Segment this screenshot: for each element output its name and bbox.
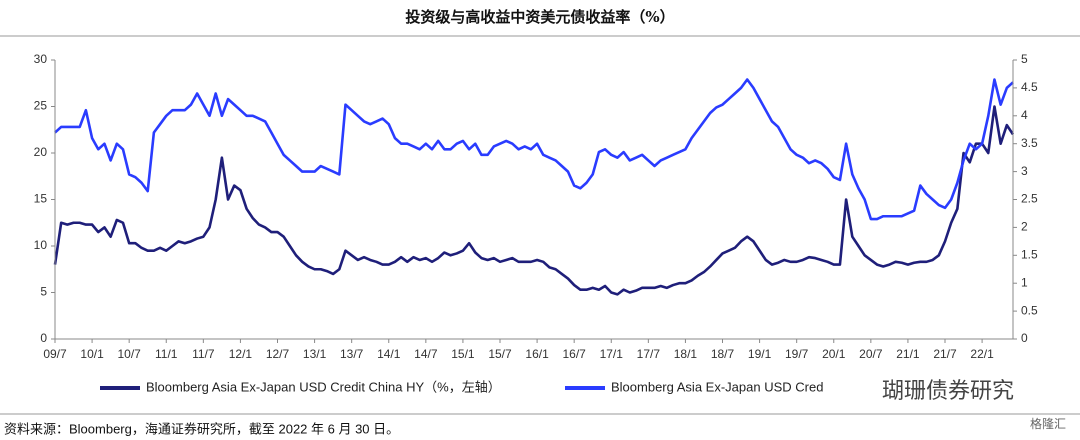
y2-tick-label: 1.5 — [1021, 247, 1038, 261]
y-tick-label: 20 — [34, 145, 48, 159]
y2-tick-label: 5 — [1021, 52, 1028, 66]
x-tick-label: 21/7 — [933, 347, 957, 361]
x-tick-label: 11/1 — [155, 347, 178, 361]
y2-tick-label: 2 — [1021, 220, 1028, 234]
x-tick-label: 19/7 — [785, 347, 809, 361]
watermark-bg — [840, 372, 1040, 412]
x-tick-label: 19/1 — [748, 347, 772, 361]
y-tick-label: 0 — [40, 331, 47, 345]
x-tick-label: 20/7 — [859, 347, 883, 361]
series-line — [53, 105, 1015, 296]
y2-tick-label: 4 — [1021, 108, 1028, 122]
x-tick-label: 22/1 — [970, 347, 994, 361]
y2-tick-label: 1 — [1021, 275, 1028, 289]
x-tick-label: 10/7 — [117, 347, 141, 361]
y2-tick-label: 0.5 — [1021, 303, 1038, 317]
x-tick-label: 14/1 — [377, 347, 401, 361]
x-tick-label: 21/1 — [896, 347, 920, 361]
x-tick-label: 12/7 — [266, 347, 290, 361]
x-tick-label: 18/1 — [674, 347, 698, 361]
x-tick-label: 17/1 — [600, 347, 624, 361]
watermark-small: 格隆汇 — [1030, 416, 1066, 431]
y2-tick-label: 3.5 — [1021, 136, 1038, 150]
x-tick-label: 16/1 — [525, 347, 549, 361]
x-tick-label: 09/7 — [43, 347, 67, 361]
y2-tick-label: 4.5 — [1021, 80, 1038, 94]
chart-title: 投资级与高收益中资美元债收益率（%） — [405, 8, 674, 26]
x-tick-label: 13/7 — [340, 347, 364, 361]
watermark: 瑚珊债券研究 — [882, 379, 1014, 404]
y2-tick-label: 2.5 — [1021, 192, 1038, 206]
x-tick-label: 17/7 — [637, 347, 661, 361]
y-tick-label: 10 — [34, 238, 48, 252]
y-tick-label: 5 — [40, 285, 47, 299]
x-tick-label: 15/7 — [488, 347, 512, 361]
y-tick-label: 25 — [34, 99, 48, 113]
x-tick-label: 14/7 — [414, 347, 438, 361]
y2-tick-label: 3 — [1021, 164, 1028, 178]
legend-label: Bloomberg Asia Ex-Japan USD Credit China… — [146, 379, 501, 394]
x-tick-label: 11/7 — [192, 347, 215, 361]
y2-tick-label: 0 — [1021, 331, 1028, 345]
x-tick-label: 13/1 — [303, 347, 327, 361]
legend-label: Bloomberg Asia Ex-Japan USD Cred — [611, 379, 823, 394]
x-tick-label: 20/1 — [822, 347, 846, 361]
x-tick-label: 12/1 — [229, 347, 253, 361]
x-tick-label: 15/1 — [451, 347, 475, 361]
x-tick-label: 18/7 — [711, 347, 735, 361]
x-tick-label: 10/1 — [80, 347, 104, 361]
y-tick-label: 15 — [34, 192, 48, 206]
source-note: 资料来源：Bloomberg，海通证券研究所，截至 2022 年 6 月 30 … — [4, 421, 399, 436]
series-line — [54, 78, 1014, 221]
y-tick-label: 30 — [34, 52, 48, 66]
x-tick-label: 16/7 — [562, 347, 586, 361]
